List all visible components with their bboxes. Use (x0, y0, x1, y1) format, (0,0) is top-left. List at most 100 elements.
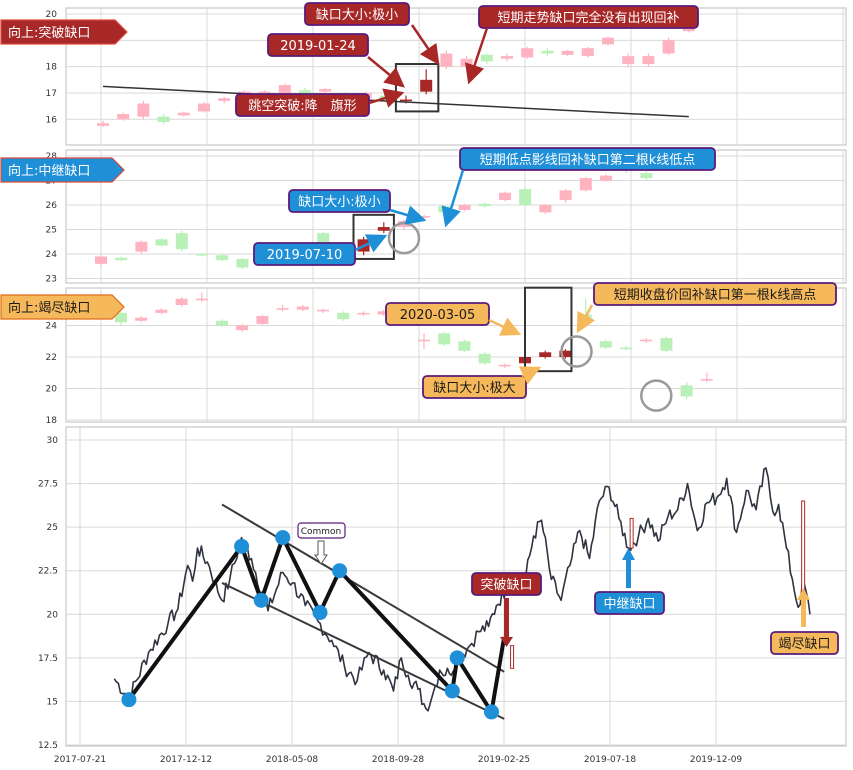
line-panel-frame (65, 426, 847, 747)
candle-body (296, 306, 309, 310)
gap-type-box (471, 572, 542, 596)
callout-arrow (465, 27, 489, 85)
y-tick-label: 17 (46, 89, 57, 99)
callout-label: 2020-03-05 (400, 308, 476, 323)
callout-label: 短期低点影线回补缺口第二根k线低点 (480, 153, 696, 168)
gap-type-arrow (797, 588, 810, 627)
candle-body (682, 28, 695, 32)
candle-body (135, 241, 148, 252)
y-tick-label: 15 (47, 697, 58, 707)
refill-circle (560, 335, 593, 368)
gap-type-box (770, 631, 839, 655)
y-tick-label: 24 (46, 250, 58, 260)
candle-body (662, 40, 675, 54)
common-annotation-box (297, 522, 346, 539)
candle-body (155, 309, 168, 313)
candle-body (198, 103, 210, 112)
candle-body (317, 309, 329, 312)
gap-box (394, 63, 440, 113)
candle-body (216, 255, 229, 261)
candle-body (440, 53, 453, 67)
candle-body (377, 311, 390, 315)
candle-body (602, 37, 614, 45)
callout-label: 缺口大小:极大 (433, 381, 515, 396)
callout-box (422, 375, 527, 399)
gap-box (524, 286, 573, 373)
price-line (113, 467, 811, 712)
x-tick-label: 2019-02-25 (478, 755, 530, 765)
x-tick-label: 2018-09-28 (372, 755, 425, 765)
candle-body (581, 48, 594, 57)
common-annotation-label: Common (301, 527, 342, 537)
panel-frame (65, 287, 847, 423)
candle-body (216, 320, 228, 326)
callout-box (253, 242, 356, 266)
callout-label: 短期走势缺口完全没有出现回补 (497, 10, 679, 26)
candle-body (660, 338, 673, 351)
candle-body (620, 347, 632, 350)
panel-tag-label: 向上:中继缺口 (8, 163, 90, 179)
candle-body (458, 341, 471, 351)
callout-arrow (518, 366, 542, 385)
gap-type-arrow (500, 598, 513, 647)
pivot-point (484, 704, 499, 720)
x-tick-label: 2019-07-18 (584, 755, 637, 765)
callout-label: 2019-01-24 (280, 39, 356, 54)
candle-body (115, 312, 127, 323)
y-tick-label: 12.5 (38, 741, 58, 751)
panel-tag-label: 向上:突破缺口 (8, 25, 90, 41)
candle-body (460, 58, 473, 67)
pivot-point (275, 530, 291, 546)
x-tick-label: 2019-12-09 (690, 755, 743, 765)
callout-label: 短期收盘价回补缺口第一根k线高点 (614, 287, 817, 303)
candle-body (418, 216, 431, 218)
y-tick-label: 20 (47, 610, 59, 620)
candle-body (319, 89, 332, 92)
panel-tag (0, 19, 128, 45)
panel-tag-label: 向上:竭尽缺口 (8, 300, 90, 316)
callout-box (385, 302, 490, 326)
y-tick-label: 22 (46, 353, 57, 363)
candle-body (117, 114, 130, 120)
candle-body (196, 254, 208, 256)
candle-body (539, 352, 552, 357)
callout-arrow (389, 205, 427, 225)
gap-type-arrow (622, 548, 635, 588)
candle-body (499, 192, 511, 201)
candle-body (541, 50, 554, 54)
y-tick-label: 17.5 (38, 654, 58, 664)
candle-body (175, 233, 188, 250)
candle-body (337, 312, 350, 320)
gap-type-label: 突破缺口 (480, 577, 532, 593)
candle-body (480, 54, 493, 62)
callout-box (478, 5, 699, 29)
candle-body (478, 353, 491, 364)
candle-body (458, 205, 471, 210)
candle-body (478, 203, 491, 207)
candle-body (642, 56, 655, 65)
candle-body (519, 189, 532, 206)
candle-body (400, 99, 412, 102)
candle-body (521, 48, 534, 58)
y-tick-label: 26 (46, 201, 58, 211)
candle-body (559, 190, 572, 201)
pivot-point (121, 692, 137, 708)
gap-marker (510, 645, 515, 669)
callout-box (459, 147, 716, 171)
pivot-point (253, 592, 269, 608)
candle-body (175, 298, 188, 306)
candle-body (135, 317, 148, 321)
y-tick-label: 30 (47, 436, 59, 446)
candle-body (579, 178, 592, 191)
candle-body (97, 123, 109, 126)
candle-body (561, 50, 574, 55)
channel-line (221, 503, 505, 673)
refill-circle (640, 379, 673, 412)
candle-body (680, 385, 693, 397)
candle-body (600, 175, 612, 181)
common-arrow (314, 540, 328, 565)
candle-body (218, 98, 231, 101)
candle-body (276, 308, 289, 310)
callout-arrow (367, 56, 405, 88)
candle-body (640, 339, 653, 342)
